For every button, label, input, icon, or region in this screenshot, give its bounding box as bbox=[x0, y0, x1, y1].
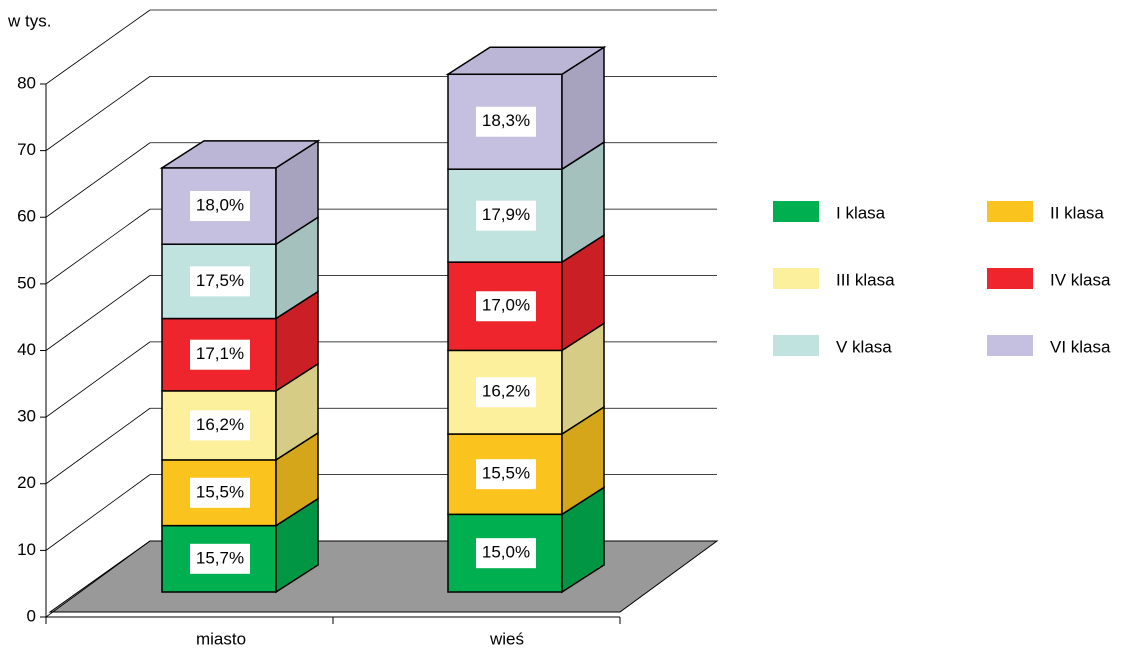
bar-top bbox=[445, 46, 607, 76]
grid-line bbox=[45, 540, 151, 618]
label-box bbox=[476, 106, 536, 137]
y-tick-label: 60 bbox=[17, 207, 36, 226]
legend-label: VI klasa bbox=[1050, 337, 1111, 356]
legend-label: III klasa bbox=[836, 270, 895, 289]
label-box bbox=[190, 339, 250, 370]
legend-swatch bbox=[773, 201, 819, 222]
legend-label: IV klasa bbox=[1050, 270, 1111, 289]
data-label: 15,5% bbox=[196, 482, 244, 501]
grid-line bbox=[45, 474, 151, 551]
label-box bbox=[476, 459, 536, 490]
y-tick-label: 30 bbox=[17, 407, 36, 426]
data-label: 18,3% bbox=[482, 111, 530, 130]
label-box bbox=[476, 291, 536, 322]
label-box bbox=[190, 266, 250, 297]
data-label: 16,2% bbox=[196, 415, 244, 434]
y-tick-label: 20 bbox=[17, 473, 36, 492]
label-box bbox=[190, 410, 250, 441]
y-tick-label: 50 bbox=[17, 273, 36, 292]
data-label: 18,0% bbox=[196, 196, 244, 215]
y-tick-label: 10 bbox=[17, 540, 36, 559]
legend-swatch bbox=[773, 268, 819, 289]
label-box bbox=[190, 543, 250, 574]
data-label: 17,9% bbox=[482, 205, 530, 224]
legend-label: I klasa bbox=[836, 203, 886, 222]
data-label: 15,7% bbox=[196, 548, 244, 567]
x-tick-label: wieś bbox=[489, 629, 524, 648]
grid-line bbox=[45, 142, 151, 218]
y-tick-label: 0 bbox=[27, 606, 36, 625]
data-label: 17,0% bbox=[482, 296, 530, 315]
grid-line bbox=[45, 275, 151, 351]
label-box bbox=[476, 200, 536, 231]
legend-swatch bbox=[773, 335, 819, 356]
grid-line bbox=[45, 76, 151, 151]
data-label: 17,5% bbox=[196, 271, 244, 290]
legend-swatch bbox=[987, 201, 1033, 222]
data-label: 15,5% bbox=[482, 464, 530, 483]
label-box bbox=[476, 377, 536, 408]
grid-line bbox=[45, 9, 151, 85]
label-box bbox=[190, 191, 250, 222]
data-label: 17,1% bbox=[196, 344, 244, 363]
legend-swatch bbox=[987, 335, 1033, 356]
floor bbox=[48, 540, 719, 613]
y-tick-label: 70 bbox=[17, 140, 36, 159]
grid-line bbox=[45, 407, 151, 485]
data-label: 15,0% bbox=[482, 543, 530, 562]
grid-line bbox=[45, 341, 151, 418]
legend-label: II klasa bbox=[1050, 203, 1104, 222]
data-label: 16,2% bbox=[482, 382, 530, 401]
y-axis-label: w tys. bbox=[7, 11, 51, 30]
x-tick-label: miasto bbox=[196, 629, 246, 648]
grid-line bbox=[45, 208, 151, 285]
label-box bbox=[476, 538, 536, 569]
legend-swatch bbox=[987, 268, 1033, 289]
y-tick-label: 80 bbox=[17, 73, 36, 92]
bar-segment bbox=[447, 73, 563, 170]
y-tick-label: 40 bbox=[17, 340, 36, 359]
legend-label: V klasa bbox=[836, 337, 892, 356]
label-box bbox=[190, 477, 250, 508]
bar-top bbox=[159, 140, 321, 169]
